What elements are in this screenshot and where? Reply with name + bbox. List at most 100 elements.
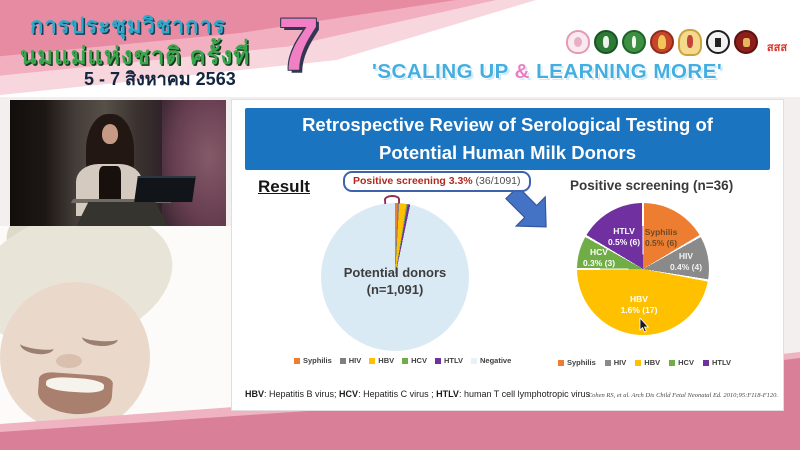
legend-label: Syphilis [303, 356, 332, 365]
conference-edition-number: 7 [278, 3, 320, 86]
slice-name: HTLV [613, 226, 635, 236]
slice-label-syphilis: Syphilis 0.5% (6) [631, 227, 691, 249]
abbreviation-footnote: HBV: Hepatitis B virus; HCV: Hepatitis C… [245, 389, 590, 399]
reference-citation: Cohen RS, et al. Arch Dis Child Fetal Ne… [587, 392, 778, 399]
slogan-ampersand: & [514, 60, 530, 83]
legend-swatch-htlv-icon [702, 359, 709, 366]
pie-left-center-label: Potential donors (n=1,091) [321, 265, 469, 299]
conference-header-banner: การประชุมวิชาการ นมแม่แห่งชาติ ครั้งที่ … [0, 0, 800, 97]
legend-swatch-syphilis-icon [294, 357, 300, 364]
pie-left-label-line1: Potential donors [343, 265, 447, 280]
slide-title-line1: Retrospective Review of Serological Test… [302, 114, 713, 136]
mouse-cursor-icon [639, 318, 650, 333]
legend-label: Syphilis [567, 358, 596, 367]
legend-label: HBV [378, 356, 395, 365]
positive-screening-callout: Positive screening 3.3% (36/1091) [343, 171, 531, 192]
footnote-def: : Hepatitis B virus; [264, 389, 340, 399]
conference-date: 5 - 7 สิงหาคม 2563 [84, 69, 236, 89]
legend-swatch-hiv-icon [339, 357, 346, 364]
legend-label: HCV [678, 358, 694, 367]
conference-title-line2: นมแม่แห่งชาติ ครั้งที่ [20, 43, 251, 70]
slice-value: 0.5% (6) [644, 238, 678, 249]
slide-title: Retrospective Review of Serological Test… [245, 108, 770, 170]
callout-percentage: Positive screening 3.3% [353, 175, 473, 187]
legend-swatch-syphilis-icon [558, 359, 564, 366]
podium [76, 202, 168, 226]
backdrop-baby-poster [162, 100, 226, 226]
pie-left-label-line2: (n=1,091) [366, 281, 424, 297]
blue-arrow-icon [505, 185, 547, 228]
legend-item-hcv: HCV [669, 358, 694, 367]
legend-label: HTLV [711, 358, 731, 367]
legend-label: HIV [348, 356, 362, 365]
slice-value: 1.6% (17) [620, 305, 658, 316]
conference-title-line1: การประชุมวิชาการ [30, 13, 226, 38]
slice-label-hiv: HIV 0.4% (4) [656, 251, 716, 273]
podium-laptop [134, 176, 196, 202]
footnote-term: HTLV [436, 389, 459, 399]
royal-college-emblem-logo-icon [650, 30, 674, 54]
pie-right-title: Positive screening (n=36) [570, 178, 734, 193]
legend-positive-screening: Syphilis HIV HBV HCV HTLV [558, 358, 731, 367]
royal-crest-logo-icon [678, 28, 702, 56]
slice-label-htlv: HTLV 0.5% (6) [594, 226, 654, 248]
medical-society-seal-logo-icon [706, 30, 730, 54]
slide-title-line2: Potential Human Milk Donors [379, 142, 636, 163]
legend-item-hcv: HCV [402, 356, 427, 365]
presenter-face [102, 124, 118, 144]
legend-swatch-hcv-icon [669, 359, 676, 366]
pie-chart-potential-donors [321, 203, 469, 351]
slice-label-hbv: HBV 1.6% (17) [609, 294, 669, 316]
legend-swatch-htlv-icon [434, 357, 441, 364]
slice-value: 0.4% (4) [669, 262, 703, 273]
sponsor-logo-row: สสส [566, 27, 792, 57]
pie-chart-positive-screening [577, 203, 709, 335]
legend-item-htlv: HTLV [702, 358, 731, 367]
legend-item-hiv: HIV [604, 358, 627, 367]
legend-swatch-hiv-icon [604, 359, 611, 366]
footnote-term: HCV [339, 389, 359, 399]
college-seal-red-logo-icon [734, 30, 758, 54]
slogan-part2: LEARNING MORE' [529, 60, 723, 83]
slice-name: HCV [590, 247, 608, 257]
presenter-shirt [99, 166, 121, 200]
slice-name: HBV [630, 294, 648, 304]
slice-value: 0.3% (3) [582, 258, 616, 269]
footnote-def: : human T cell lymphotropic virus [458, 389, 591, 399]
mother-baby-foundation-logo-icon [566, 30, 590, 54]
legend-item-syphilis: Syphilis [294, 356, 332, 365]
slice-name: HIV [678, 251, 694, 261]
conference-slogan: 'SCALING UP & LEARNING MORE' [372, 60, 722, 84]
legend-item-hbv: HBV [635, 358, 660, 367]
legend-item-hbv: HBV [369, 356, 394, 365]
legend-label: Negative [480, 356, 512, 365]
department-of-health-logo-icon [594, 30, 618, 54]
ministry-of-public-health-logo-icon [622, 30, 646, 54]
legend-item-hiv: HIV [339, 356, 362, 365]
result-label: Result [258, 177, 310, 196]
footnote-def: : Hepatitis C virus ; [358, 389, 437, 399]
thaihealth-logo-text: สสส [766, 42, 788, 54]
legend-swatch-hcv-icon [402, 357, 409, 364]
slice-name: Syphilis [644, 227, 678, 237]
presentation-slide: Retrospective Review of Serological Test… [232, 100, 783, 410]
legend-potential-donors: Syphilis HIV HBV HCV HTLV Negative [294, 356, 511, 365]
legend-label: HBV [644, 358, 661, 367]
legend-swatch-hbv-icon [635, 359, 642, 366]
legend-label: HIV [613, 358, 627, 367]
baby-nose [56, 354, 82, 368]
slice-value: 0.5% (6) [607, 237, 641, 248]
presenter-video-feed [10, 100, 226, 226]
thaihealth-logo-icon: สสส [762, 30, 792, 54]
legend-swatch-negative-icon [471, 357, 477, 364]
slogan-part1: 'SCALING UP [372, 60, 515, 83]
legend-item-htlv: HTLV [434, 356, 463, 365]
legend-item-syphilis: Syphilis [558, 358, 596, 367]
legend-label: HCV [411, 356, 427, 365]
baby-backdrop-image [0, 226, 232, 430]
footnote-term: HBV [245, 389, 265, 399]
callout-pointer [383, 194, 401, 205]
slice-label-hcv: HCV 0.3% (3) [569, 247, 629, 269]
legend-swatch-hbv-icon [369, 357, 376, 364]
